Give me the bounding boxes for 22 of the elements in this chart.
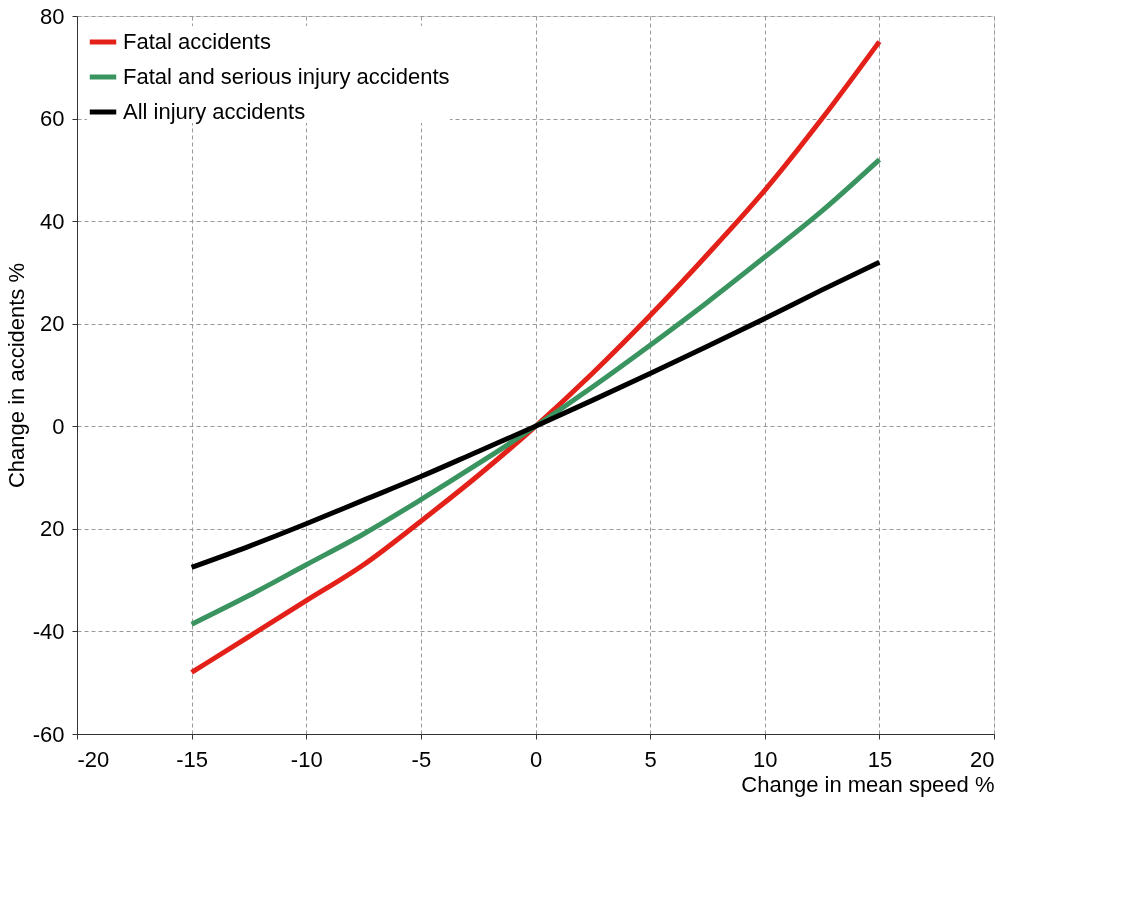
- legend-label: Fatal accidents: [123, 29, 271, 54]
- x-tick-label: 10: [753, 746, 778, 772]
- x-tick-label: 15: [867, 746, 893, 772]
- x-tick-label: -15: [176, 746, 209, 772]
- y-tick-label: 20: [40, 516, 65, 542]
- y-tick-label: 80: [40, 3, 65, 29]
- y-tick-label: -40: [32, 618, 65, 644]
- x-tick-label: -20: [77, 746, 110, 772]
- y-tick-label: 20: [40, 311, 65, 337]
- legend-label: All injury accidents: [123, 99, 306, 124]
- y-axis-title: Change in accidents %: [3, 262, 29, 489]
- y-tick-label: 40: [40, 208, 65, 234]
- x-tick-label: 20: [970, 746, 995, 772]
- x-tick-label: -5: [411, 746, 432, 772]
- legend-label: Fatal and serious injury accidents: [123, 64, 450, 89]
- x-tick-label: 0: [529, 746, 543, 772]
- y-tick-label: 0: [52, 413, 65, 439]
- x-tick-label: -10: [290, 746, 323, 772]
- x-axis-title: Change in mean speed %: [741, 771, 995, 797]
- y-tick-label: 60: [40, 106, 65, 132]
- x-tick-label: 5: [644, 746, 657, 772]
- y-tick-label: -60: [32, 721, 65, 747]
